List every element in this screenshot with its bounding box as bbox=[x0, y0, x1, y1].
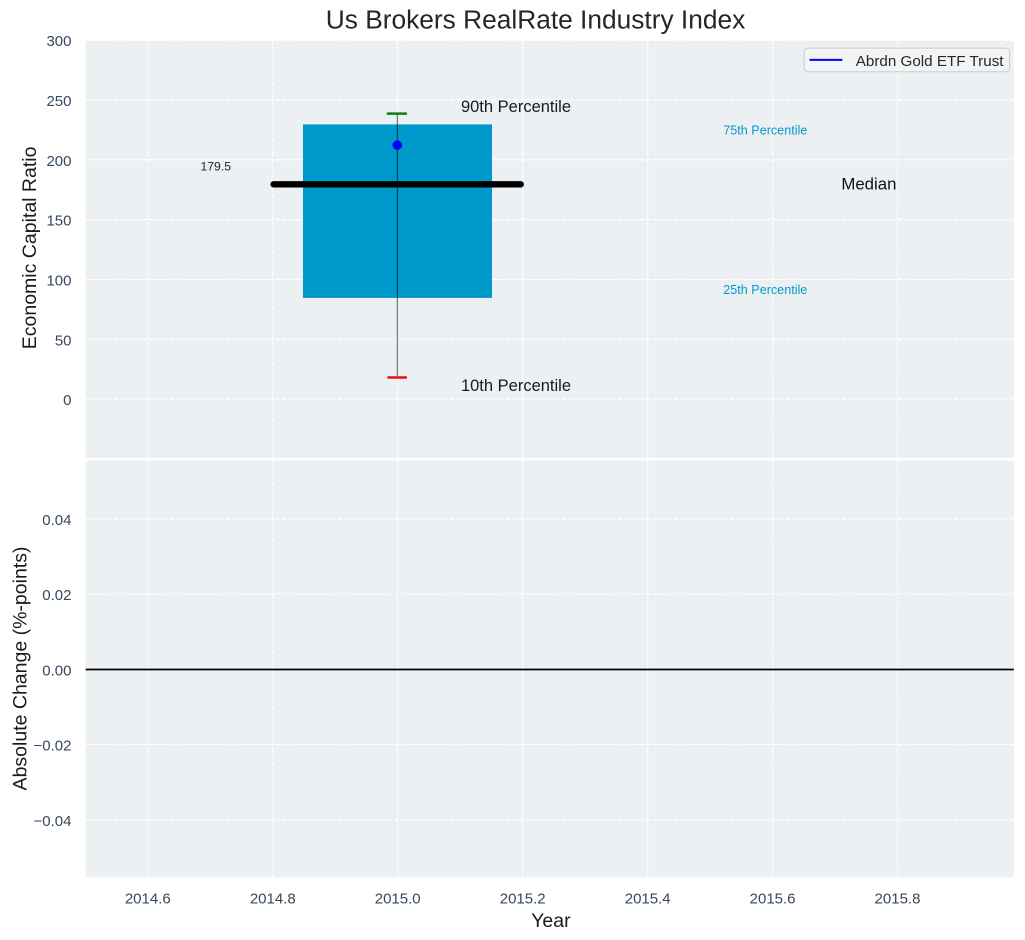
svg-text:2015.2: 2015.2 bbox=[500, 891, 546, 908]
svg-text:Year: Year bbox=[531, 910, 571, 932]
svg-text:10th Percentile: 10th Percentile bbox=[461, 377, 571, 395]
svg-text:250: 250 bbox=[46, 93, 71, 110]
svg-text:Median: Median bbox=[841, 174, 896, 193]
svg-text:0.00: 0.00 bbox=[42, 662, 71, 679]
svg-text:50: 50 bbox=[55, 332, 72, 349]
svg-text:2015.6: 2015.6 bbox=[750, 891, 796, 908]
svg-text:179.5: 179.5 bbox=[201, 160, 232, 174]
svg-text:100: 100 bbox=[46, 273, 71, 290]
svg-text:2015.8: 2015.8 bbox=[875, 891, 921, 908]
svg-text:2015.4: 2015.4 bbox=[625, 891, 671, 908]
svg-text:25th Percentile: 25th Percentile bbox=[723, 283, 807, 297]
svg-text:150: 150 bbox=[46, 213, 71, 230]
svg-text:Economic Capital Ratio: Economic Capital Ratio bbox=[19, 146, 41, 349]
svg-text:300: 300 bbox=[46, 33, 71, 50]
svg-text:−0.02: −0.02 bbox=[34, 738, 72, 755]
svg-text:−0.04: −0.04 bbox=[34, 813, 72, 830]
svg-text:200: 200 bbox=[46, 153, 71, 170]
svg-text:Us Brokers RealRate Industry I: Us Brokers RealRate Industry Index bbox=[326, 5, 745, 35]
svg-text:Absolute Change (%-points): Absolute Change (%-points) bbox=[10, 547, 32, 791]
svg-text:0: 0 bbox=[63, 392, 71, 409]
svg-text:2014.6: 2014.6 bbox=[125, 891, 171, 908]
svg-text:75th Percentile: 75th Percentile bbox=[723, 123, 807, 137]
svg-text:90th Percentile: 90th Percentile bbox=[461, 98, 571, 116]
svg-text:2015.0: 2015.0 bbox=[375, 891, 421, 908]
svg-text:0.04: 0.04 bbox=[42, 512, 71, 529]
svg-text:2014.8: 2014.8 bbox=[250, 891, 296, 908]
svg-text:Abrdn Gold ETF Trust: Abrdn Gold ETF Trust bbox=[856, 53, 1004, 70]
svg-text:0.02: 0.02 bbox=[42, 587, 71, 604]
